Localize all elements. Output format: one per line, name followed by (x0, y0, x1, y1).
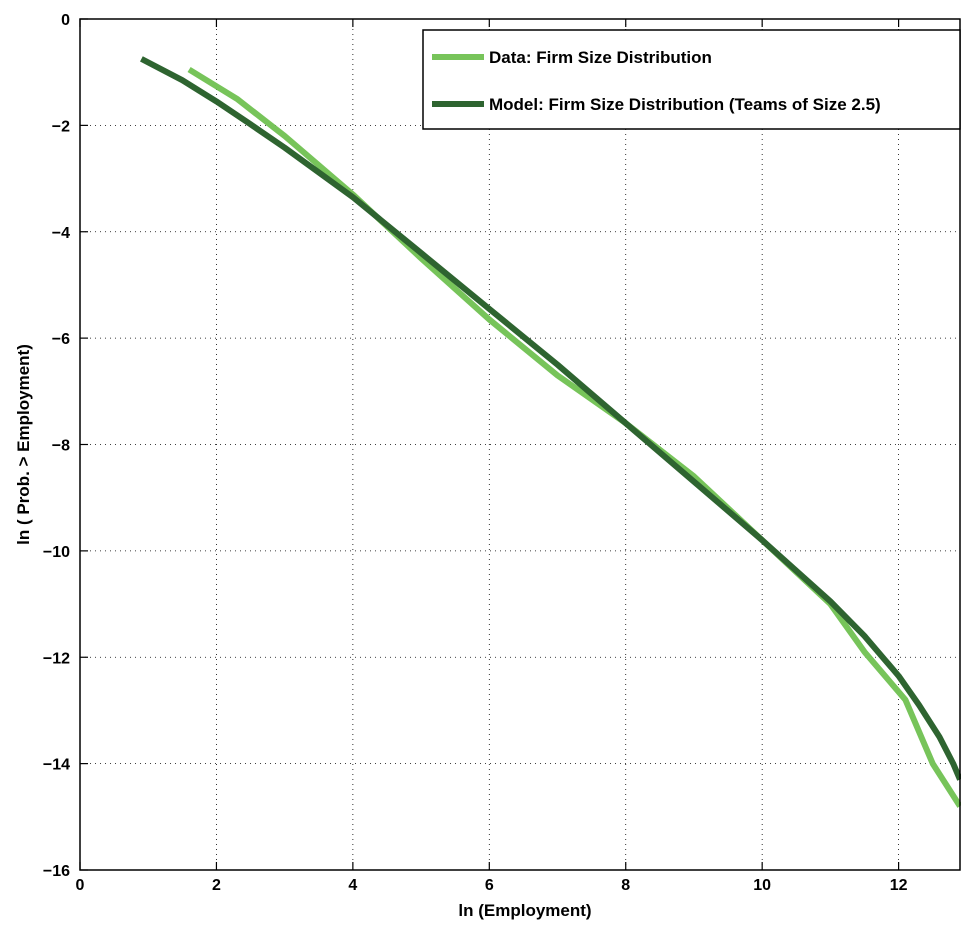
legend-box (422, 29, 961, 130)
x-tick-label: 8 (621, 877, 630, 894)
x-tick-label: 10 (753, 877, 771, 894)
y-tick-label: −6 (52, 331, 70, 348)
x-tick-label: 4 (348, 877, 357, 894)
x-tick-label: 0 (76, 877, 85, 894)
series-line-model (140, 56, 961, 781)
tick-layer: 0 2 4 6 8 10 12 0 −2 −4 −6 −8 −10 −12 −14 −16 (43, 12, 908, 894)
y-tick-label: −16 (43, 863, 70, 880)
x-axis-label: ln (Employment) (458, 901, 591, 920)
legend-label-data: Data: Firm Size Distribution (489, 48, 712, 67)
series-layer (140, 56, 961, 808)
x-tick-label: 6 (485, 877, 494, 894)
legend-label-model: Model: Firm Size Distribution (Teams of … (489, 95, 881, 114)
y-tick-label: 0 (61, 12, 70, 29)
x-tick-label: 12 (890, 877, 908, 894)
y-tick-label: −12 (43, 650, 70, 667)
y-tick-label: −2 (52, 118, 70, 135)
y-tick-label: −8 (52, 438, 70, 455)
legend: Data: Firm Size Distribution Model: Firm… (422, 29, 961, 130)
y-tick-label: −4 (52, 225, 70, 242)
y-axis-label: ln ( Prob. > Employment) (14, 344, 33, 545)
y-tick-label: −14 (43, 757, 70, 774)
y-tick-label: −10 (43, 544, 70, 561)
x-tick-label: 2 (212, 877, 221, 894)
